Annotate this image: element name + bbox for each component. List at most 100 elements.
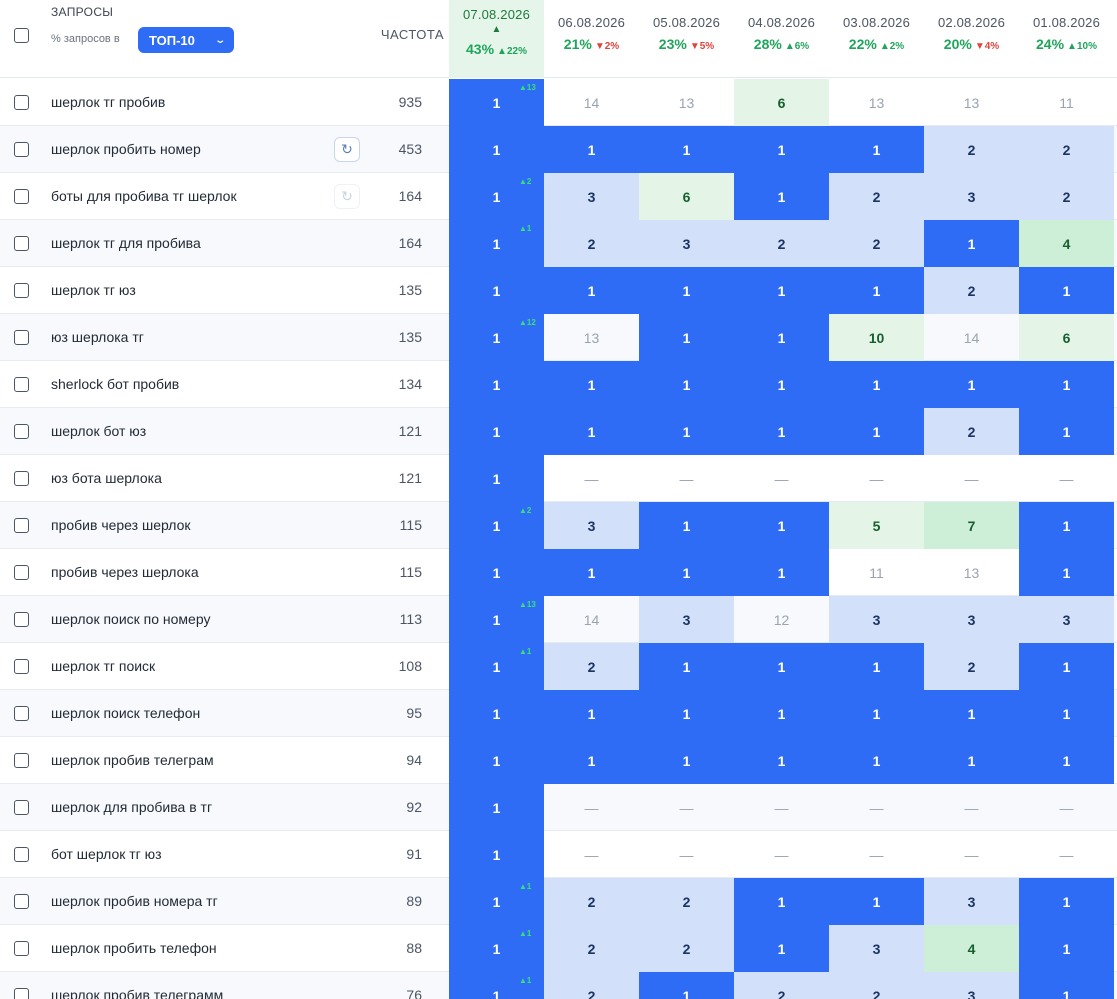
row-checkbox[interactable]	[14, 377, 29, 392]
position-cell[interactable]: —	[639, 455, 734, 502]
position-cell[interactable]: 3	[639, 596, 734, 643]
position-cell[interactable]: 3	[1019, 596, 1114, 643]
query-text[interactable]: шерлок поиск телефон	[51, 705, 201, 721]
position-cell[interactable]: —	[924, 784, 1019, 831]
position-cell[interactable]: 1 ▲2	[449, 173, 544, 220]
position-cell[interactable]: 1	[639, 737, 734, 784]
position-cell[interactable]: 1	[1019, 690, 1114, 737]
position-cell[interactable]: 1 ▲12	[449, 314, 544, 361]
position-cell[interactable]: 1	[449, 408, 544, 455]
position-cell[interactable]: 3	[924, 596, 1019, 643]
position-cell[interactable]: 6	[1019, 314, 1114, 361]
position-cell[interactable]: 2	[829, 972, 924, 999]
position-cell[interactable]: 1	[639, 408, 734, 455]
row-checkbox[interactable]	[14, 471, 29, 486]
row-checkbox[interactable]	[14, 424, 29, 439]
position-cell[interactable]: 3	[639, 220, 734, 267]
position-cell[interactable]: —	[544, 831, 639, 878]
position-cell[interactable]: 14	[544, 79, 639, 126]
position-cell[interactable]: 1	[544, 690, 639, 737]
position-cell[interactable]: 2	[829, 173, 924, 220]
position-cell[interactable]: 1	[449, 737, 544, 784]
position-cell[interactable]: 3	[544, 502, 639, 549]
date-column-header[interactable]: 06.08.2026 21% ▼2%	[544, 0, 639, 78]
position-cell[interactable]: 2	[1019, 126, 1114, 173]
row-checkbox[interactable]	[14, 659, 29, 674]
query-text[interactable]: бот шерлок тг юз	[51, 846, 162, 862]
query-text[interactable]: пробив через шерлок	[51, 517, 191, 533]
position-cell[interactable]: 1	[639, 314, 734, 361]
position-cell[interactable]: 14	[544, 596, 639, 643]
position-cell[interactable]: 1	[544, 549, 639, 596]
position-cell[interactable]: —	[1019, 455, 1114, 502]
refresh-icon[interactable]: ↻	[334, 137, 360, 162]
position-cell[interactable]: 2	[544, 643, 639, 690]
query-text[interactable]: боты для пробива тг шерлок	[51, 188, 237, 204]
query-text[interactable]: sherlock бот пробив	[51, 376, 180, 392]
position-cell[interactable]: 1	[639, 126, 734, 173]
position-cell[interactable]: 1 ▲1	[449, 220, 544, 267]
position-cell[interactable]: 1	[1019, 878, 1114, 925]
position-cell[interactable]: 2	[924, 643, 1019, 690]
position-cell[interactable]: 1	[449, 831, 544, 878]
row-checkbox[interactable]	[14, 565, 29, 580]
date-column-header[interactable]: 01.08.2026 24% ▲10%	[1019, 0, 1114, 78]
position-cell[interactable]: —	[924, 831, 1019, 878]
position-cell[interactable]: 1	[734, 737, 829, 784]
position-cell[interactable]: 1	[924, 690, 1019, 737]
position-cell[interactable]: 1	[734, 549, 829, 596]
position-cell[interactable]: 1	[639, 267, 734, 314]
position-cell[interactable]: 1	[449, 267, 544, 314]
position-cell[interactable]: 1	[734, 408, 829, 455]
position-cell[interactable]: —	[544, 455, 639, 502]
query-text[interactable]: шерлок пробить телефон	[51, 940, 217, 956]
position-cell[interactable]: —	[734, 784, 829, 831]
row-checkbox[interactable]	[14, 283, 29, 298]
query-text[interactable]: шерлок для пробива в тг	[51, 799, 213, 815]
position-cell[interactable]: 1	[1019, 737, 1114, 784]
position-cell[interactable]: 1	[544, 361, 639, 408]
position-cell[interactable]: 4	[924, 925, 1019, 972]
position-cell[interactable]: 3	[924, 173, 1019, 220]
row-checkbox[interactable]	[14, 518, 29, 533]
position-cell[interactable]: 1	[829, 408, 924, 455]
position-cell[interactable]: 11	[829, 549, 924, 596]
position-cell[interactable]: 3	[924, 878, 1019, 925]
position-cell[interactable]: 1	[1019, 549, 1114, 596]
date-column-header[interactable]: 07.08.2026 ▲ 43% ▲22%	[449, 0, 544, 78]
position-cell[interactable]: 1	[829, 361, 924, 408]
row-checkbox[interactable]	[14, 988, 29, 999]
position-cell[interactable]: 1	[829, 690, 924, 737]
position-cell[interactable]: 1	[544, 737, 639, 784]
position-cell[interactable]: —	[734, 455, 829, 502]
position-cell[interactable]: —	[829, 784, 924, 831]
row-checkbox[interactable]	[14, 189, 29, 204]
position-cell[interactable]: 1 ▲13	[449, 79, 544, 126]
position-cell[interactable]: 1	[639, 502, 734, 549]
row-checkbox[interactable]	[14, 753, 29, 768]
position-cell[interactable]: 2	[639, 925, 734, 972]
position-cell[interactable]: 2	[734, 972, 829, 999]
position-cell[interactable]: 2	[639, 878, 734, 925]
query-text[interactable]: шерлок бот юз	[51, 423, 147, 439]
position-cell[interactable]: 1	[449, 690, 544, 737]
position-cell[interactable]: 2	[829, 220, 924, 267]
position-cell[interactable]: 1	[544, 408, 639, 455]
query-text[interactable]: шерлок пробив телеграмм	[51, 987, 224, 999]
position-cell[interactable]: 1	[1019, 925, 1114, 972]
position-cell[interactable]: 3	[829, 596, 924, 643]
position-cell[interactable]: —	[734, 831, 829, 878]
row-checkbox[interactable]	[14, 847, 29, 862]
position-cell[interactable]: 3	[924, 972, 1019, 999]
position-cell[interactable]: —	[829, 831, 924, 878]
position-cell[interactable]: 1	[734, 502, 829, 549]
position-cell[interactable]: 1	[1019, 408, 1114, 455]
position-cell[interactable]: 2	[924, 267, 1019, 314]
position-cell[interactable]: 13	[924, 79, 1019, 126]
position-cell[interactable]: 1	[639, 690, 734, 737]
query-text[interactable]: шерлок поиск по номеру	[51, 611, 211, 627]
date-column-header[interactable]: 02.08.2026 20% ▼4%	[924, 0, 1019, 78]
date-column-header[interactable]: 04.08.2026 28% ▲6%	[734, 0, 829, 78]
query-text[interactable]: юз шерлока тг	[51, 329, 144, 345]
position-cell[interactable]: 1	[829, 126, 924, 173]
